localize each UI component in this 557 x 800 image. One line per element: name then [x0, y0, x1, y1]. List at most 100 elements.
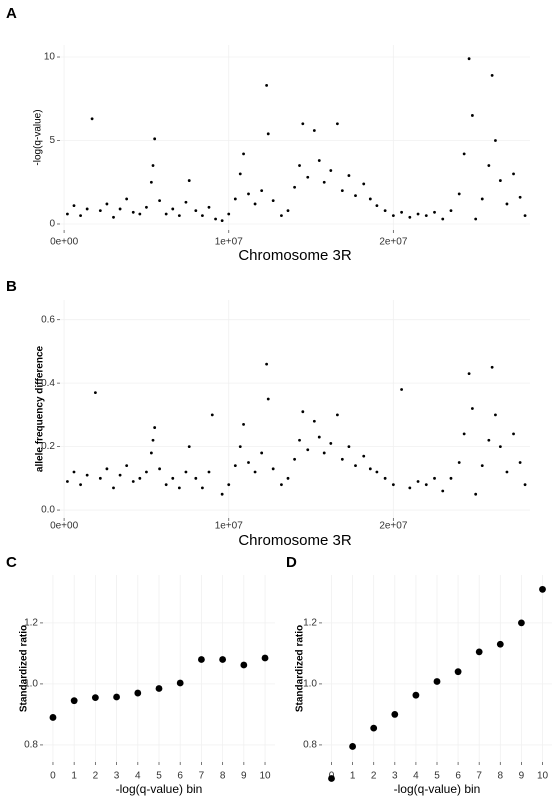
point	[462, 432, 466, 436]
point	[498, 445, 502, 449]
point	[145, 470, 148, 474]
x-tick-label: 5	[156, 771, 162, 782]
point	[298, 438, 301, 442]
point	[242, 152, 245, 156]
y-tick-label: 1.0	[303, 679, 317, 690]
x-tick-label: 10	[537, 771, 549, 782]
point	[505, 202, 509, 206]
point	[301, 122, 305, 126]
x-tick-label: 5	[434, 771, 440, 782]
point	[176, 679, 184, 687]
point	[280, 483, 283, 487]
x-tick-label: 2	[93, 771, 99, 782]
x-tick-label: 4	[135, 771, 141, 782]
point	[214, 217, 217, 221]
point	[312, 129, 316, 132]
point	[518, 195, 522, 199]
point	[347, 174, 351, 177]
point	[187, 179, 191, 182]
x-tick-label: 0e+00	[50, 521, 79, 532]
y-tick-label: 1.2	[24, 618, 38, 629]
point	[79, 214, 82, 218]
point	[260, 189, 264, 192]
point	[177, 486, 181, 490]
point	[149, 451, 153, 455]
point	[271, 199, 275, 203]
point	[238, 445, 242, 449]
point	[523, 483, 527, 487]
point	[72, 204, 76, 208]
point	[391, 483, 395, 487]
x-tick-label: 8	[220, 771, 226, 782]
point	[424, 483, 428, 487]
point	[416, 480, 420, 483]
point	[207, 205, 211, 209]
point	[247, 461, 250, 464]
point	[266, 132, 270, 136]
point	[454, 668, 462, 676]
y-axis-title: allele frequency difference	[35, 345, 46, 472]
point	[293, 457, 296, 461]
y-tick-label: 0.8	[24, 740, 38, 751]
point	[247, 192, 250, 196]
point	[220, 219, 224, 223]
point	[340, 189, 344, 192]
point	[383, 476, 387, 480]
x-tick-label: 2	[371, 771, 377, 782]
point	[145, 205, 148, 209]
point	[227, 483, 231, 487]
point	[79, 483, 82, 487]
point	[194, 209, 198, 213]
point	[490, 73, 494, 77]
point	[518, 461, 522, 464]
point	[112, 215, 115, 219]
point	[375, 470, 379, 474]
point	[184, 200, 188, 204]
point	[362, 454, 366, 458]
point	[164, 483, 168, 487]
point	[512, 172, 515, 176]
y-tick-label: 1.2	[303, 618, 317, 629]
point	[149, 180, 153, 184]
y-tick-label: 0.2	[41, 441, 55, 452]
point	[118, 207, 122, 211]
point	[306, 448, 310, 452]
point	[412, 691, 420, 699]
point	[164, 212, 168, 216]
point	[354, 464, 357, 468]
x-axis-title: -log(q-value) bin	[394, 782, 481, 796]
point	[408, 215, 412, 219]
point	[329, 169, 333, 172]
point	[155, 685, 163, 692]
point	[131, 480, 135, 483]
x-tick-label: 6	[455, 771, 461, 782]
point	[340, 457, 344, 461]
point	[187, 445, 191, 449]
y-tick-label: 10	[44, 52, 56, 63]
point	[462, 152, 466, 156]
point	[317, 159, 321, 162]
point	[153, 137, 157, 141]
point	[400, 388, 403, 391]
point	[153, 426, 157, 429]
panel-label: B	[6, 278, 17, 295]
point	[312, 419, 316, 423]
point	[98, 476, 102, 480]
x-tick-label: 10	[259, 771, 271, 782]
x-tick-label: 9	[241, 771, 247, 782]
point	[457, 461, 461, 464]
point	[271, 467, 275, 471]
point	[368, 197, 372, 201]
x-tick-label: 3	[392, 771, 398, 782]
point	[158, 467, 161, 471]
point	[91, 694, 99, 702]
y-tick-label: 1.0	[24, 679, 38, 690]
point	[210, 413, 214, 417]
point	[238, 172, 242, 176]
x-tick-label: 1e+07	[215, 521, 244, 532]
point	[286, 476, 290, 480]
point	[518, 619, 525, 627]
point	[49, 714, 57, 721]
point	[200, 214, 204, 218]
point	[470, 114, 474, 117]
